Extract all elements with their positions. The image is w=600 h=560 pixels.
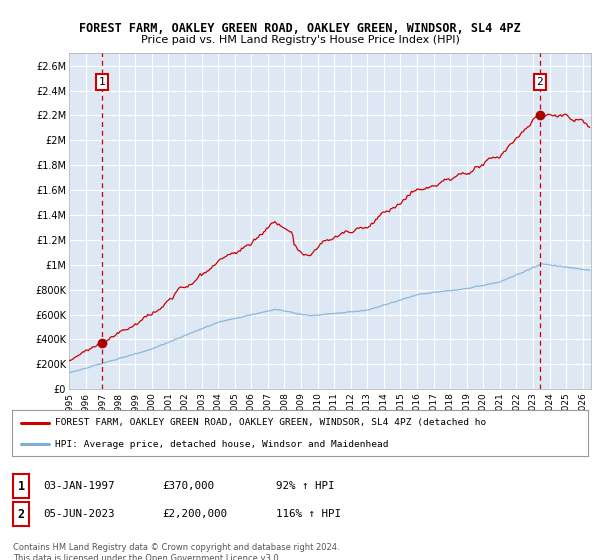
Text: 03-JAN-1997: 03-JAN-1997 [43,481,115,491]
Text: 2: 2 [536,77,544,87]
Text: Price paid vs. HM Land Registry's House Price Index (HPI): Price paid vs. HM Land Registry's House … [140,35,460,45]
Text: 2: 2 [17,507,25,521]
Text: 116% ↑ HPI: 116% ↑ HPI [276,509,341,519]
Text: 92% ↑ HPI: 92% ↑ HPI [276,481,335,491]
Text: HPI: Average price, detached house, Windsor and Maidenhead: HPI: Average price, detached house, Wind… [55,440,389,449]
Text: 1: 1 [99,77,106,87]
Text: 1: 1 [17,479,25,493]
Text: Contains HM Land Registry data © Crown copyright and database right 2024.
This d: Contains HM Land Registry data © Crown c… [13,543,340,560]
Text: £370,000: £370,000 [162,481,214,491]
Text: FOREST FARM, OAKLEY GREEN ROAD, OAKLEY GREEN, WINDSOR, SL4 4PZ (detached ho: FOREST FARM, OAKLEY GREEN ROAD, OAKLEY G… [55,418,487,427]
Text: £2,200,000: £2,200,000 [162,509,227,519]
Text: FOREST FARM, OAKLEY GREEN ROAD, OAKLEY GREEN, WINDSOR, SL4 4PZ: FOREST FARM, OAKLEY GREEN ROAD, OAKLEY G… [79,22,521,35]
Text: 05-JUN-2023: 05-JUN-2023 [43,509,115,519]
